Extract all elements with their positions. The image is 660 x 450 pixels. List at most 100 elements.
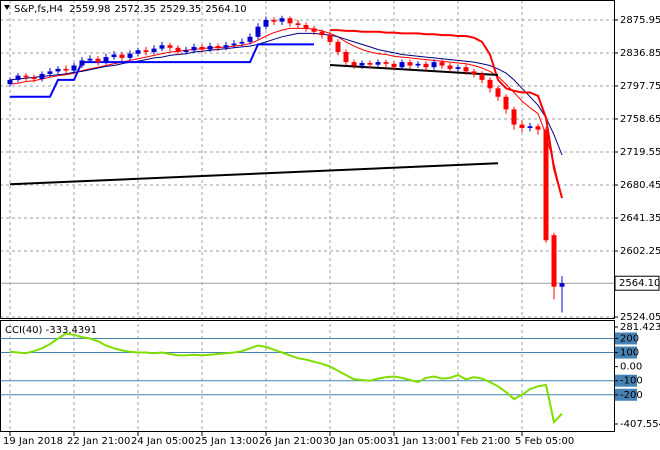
candle-body (551, 235, 557, 287)
main-frame (0, 0, 615, 319)
candle-body (23, 75, 29, 78)
candle-body (327, 35, 333, 42)
candle-body (527, 126, 533, 128)
candle-body (119, 54, 125, 58)
candle-body (407, 62, 413, 66)
candle-body (199, 46, 205, 50)
y-tick-label: 2641.35 (620, 213, 660, 224)
candle-body (359, 62, 365, 66)
cci-level-box (615, 346, 637, 359)
indicator-line (330, 29, 563, 199)
cci-tick-label: 281.4239 (620, 322, 660, 333)
cci-level-box (615, 332, 637, 345)
candle-body (247, 36, 253, 42)
cci-frame (0, 320, 615, 432)
y-tick-label: 2680.45 (620, 180, 660, 191)
cci-tick-label: -407.5542 (620, 419, 660, 430)
candle-body (391, 63, 397, 68)
cci-label: CCI(40) -333.4391 (5, 325, 97, 336)
candle-body (535, 126, 541, 130)
x-tick-label: 19 Jan 2018 (3, 436, 63, 447)
candle-body (375, 62, 381, 65)
symbol-icon (4, 5, 10, 10)
x-tick-label: 24 Jan 05:00 (131, 436, 194, 447)
candle-body (7, 79, 13, 85)
x-tick-label: 31 Jan 13:00 (387, 436, 450, 447)
candle-body (311, 28, 317, 32)
candle-body (55, 68, 61, 72)
candle-body (215, 46, 221, 48)
candle-body (239, 41, 245, 44)
cci-tick-label: 0.00 (620, 362, 642, 373)
candle-body (287, 18, 293, 24)
candle-body (495, 88, 501, 97)
y-tick-label: 2602.25 (620, 246, 660, 257)
candle-body (335, 41, 341, 53)
indicator-line (10, 43, 314, 98)
candle-body (487, 79, 493, 89)
candle-body (47, 71, 53, 74)
candle-body (351, 62, 357, 66)
cci-tick-label: -100 (620, 376, 643, 387)
candle-body (143, 50, 149, 53)
last-price-label: 2564.10 (619, 278, 660, 289)
candle-body (223, 45, 229, 48)
candle-body (279, 18, 285, 22)
trendline (329, 64, 499, 76)
candle-body (39, 73, 45, 80)
candle-body (15, 75, 21, 80)
candle-body (503, 96, 509, 110)
candle-body (399, 62, 405, 68)
header-close: 2564.10 (205, 4, 246, 15)
candle-body (111, 54, 117, 58)
candle-body (135, 50, 141, 54)
candle-body (175, 47, 181, 53)
candle-body (479, 73, 485, 80)
candle-body (95, 58, 101, 63)
candle-body (423, 63, 429, 68)
candle-body (263, 19, 269, 27)
candle-body (231, 43, 237, 46)
grid-layer (0, 0, 614, 432)
candle-body (167, 45, 173, 48)
candle-body (543, 129, 549, 241)
cci-level-box (615, 374, 637, 387)
candle-body (367, 62, 373, 65)
candle-body (439, 62, 445, 66)
x-tick-label: 30 Jan 05:00 (323, 436, 386, 447)
candle-body (471, 71, 477, 74)
cci-level-box (615, 388, 637, 401)
header-open: 2559.98 (69, 4, 110, 15)
candle-body (303, 24, 309, 29)
candle-body (87, 58, 93, 61)
indicator-line (9, 32, 563, 156)
candle-body (127, 53, 133, 58)
candle-body (151, 48, 157, 53)
x-tick-label: 25 Jan 13:00 (195, 436, 258, 447)
header-low: 2529.35 (160, 4, 201, 15)
header-high: 2572.35 (115, 4, 156, 15)
candle-body (319, 31, 325, 36)
candle-body (383, 62, 389, 64)
x-tick-label: 1 Feb 21:00 (451, 436, 510, 447)
candle-body (255, 26, 261, 37)
y-tick-label: 2797.75 (620, 81, 660, 92)
candle-body (191, 46, 197, 51)
symbol: S&P,fs,H4 (14, 4, 63, 15)
candle-body (519, 124, 525, 128)
y-tick-label: 2524.05 (620, 312, 660, 323)
y-tick-label: 2875.95 (620, 15, 660, 26)
candle-body (343, 52, 349, 63)
x-tick-label: 22 Jan 21:00 (67, 436, 130, 447)
chart-header: S&P,fs,H4 2559.98 2572.35 2529.35 2564.10 (14, 4, 247, 15)
candle-body (71, 65, 77, 71)
candle-body (63, 68, 69, 71)
candle-body (159, 45, 165, 49)
candle-body (271, 19, 277, 22)
candle-body (511, 109, 517, 125)
indicator-line (9, 27, 563, 199)
candle-body (295, 23, 301, 25)
trendline (9, 162, 499, 186)
y-tick-label: 2836.85 (620, 48, 660, 59)
